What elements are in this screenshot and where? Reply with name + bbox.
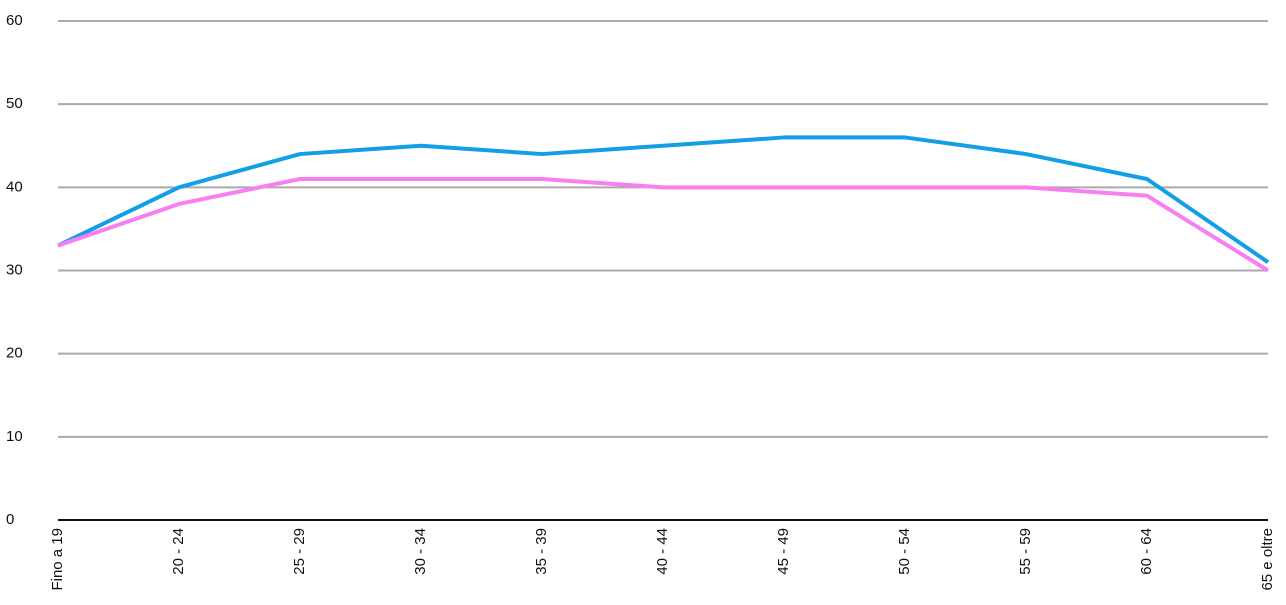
y-tick-label: 60 bbox=[6, 12, 23, 29]
x-tick-label: 60 - 64 bbox=[1138, 528, 1155, 575]
series-line bbox=[57, 177, 1270, 273]
x-tick-label: 20 - 24 bbox=[170, 528, 187, 575]
y-tick-label: 50 bbox=[6, 95, 23, 112]
series-line bbox=[57, 135, 1270, 264]
x-tick-label: Fino a 19 bbox=[49, 528, 66, 591]
y-tick-label: 30 bbox=[6, 261, 23, 278]
y-tick-label: 20 bbox=[6, 345, 23, 362]
x-tick-label: 40 - 44 bbox=[654, 528, 671, 575]
x-tick-label: 25 - 29 bbox=[291, 528, 308, 575]
x-tick-label: 50 - 54 bbox=[896, 528, 913, 575]
x-tick-label: 65 e oltre bbox=[1259, 528, 1276, 591]
x-tick-label: 55 - 59 bbox=[1017, 528, 1034, 575]
x-tick-label: 30 - 34 bbox=[412, 528, 429, 575]
x-tick-label: 45 - 49 bbox=[775, 528, 792, 575]
y-tick-label: 0 bbox=[6, 511, 14, 528]
y-tick-label: 40 bbox=[6, 178, 23, 195]
x-tick-label: 35 - 39 bbox=[533, 528, 550, 575]
y-tick-label: 10 bbox=[6, 428, 23, 445]
